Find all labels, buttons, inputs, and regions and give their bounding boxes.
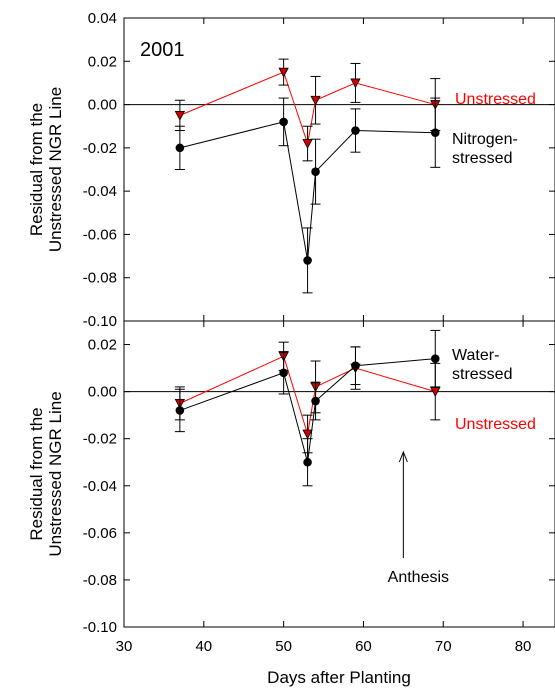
series-label: Unstressed	[455, 416, 536, 433]
y-axis-title-line: Residual from the	[27, 103, 46, 236]
y-tick-label: 0.02	[88, 53, 117, 70]
data-point	[311, 396, 320, 406]
series-line	[179, 355, 436, 435]
data-point	[303, 256, 312, 265]
x-tick-label: 80	[515, 638, 532, 655]
x-tick-label: 70	[435, 638, 452, 655]
x-tick-labels: 30 40 50 60 70 80	[116, 638, 532, 655]
data-point	[351, 126, 360, 135]
data-point	[303, 457, 312, 467]
series-1	[174, 58, 441, 162]
y-tick-label: -0.04	[83, 183, 117, 200]
anthesis-label: Anthesis	[388, 569, 449, 586]
y-tick-label: -0.06	[83, 525, 117, 542]
y-tick-label: -0.10	[83, 619, 117, 636]
y-tick-label: 0.02	[88, 337, 117, 354]
year-label: 2001	[140, 39, 185, 61]
y-tick-label: -0.04	[83, 478, 117, 495]
data-point	[351, 361, 360, 371]
series-label: Unstressed	[455, 91, 536, 108]
data-point	[302, 429, 313, 440]
data-point	[430, 128, 440, 138]
y-axis-title-line: Residual from the	[27, 407, 46, 540]
data-point	[279, 117, 288, 127]
panels: 0.04 0.02 0.00 -0.02 -0.04 -0.06 -0.08 -0.10 Res…	[27, 10, 555, 655]
panel-2: 0.02 0.00 -0.02 -0.04 -0.06 -0.08 -0.10 Residua…	[27, 320, 555, 636]
x-axis-title: Days after Planting	[267, 668, 411, 687]
y-tick-label: -0.10	[83, 313, 117, 330]
x-tick-label: 40	[195, 638, 212, 655]
y-tick-label: -0.08	[83, 572, 117, 589]
panel-1: 0.04 0.02 0.00 -0.02 -0.04 -0.06 -0.08 -0.10 Res…	[27, 10, 555, 330]
y-tick-label: -0.08	[83, 270, 117, 287]
annotations: 2001UnstressedNitrogen-stressedWater-str…	[140, 39, 536, 586]
plot-frame	[123, 17, 555, 322]
y-tick-label: -0.02	[83, 140, 117, 157]
series-label-line: Water-	[452, 347, 499, 364]
series-label-line: Nitrogen-	[452, 131, 518, 148]
series-2	[174, 97, 441, 294]
y-axis-title-line: Unstressed NGR Line	[46, 87, 65, 252]
y-axis-title: Residual from theUnstressed NGR Line	[27, 391, 65, 556]
data-point	[430, 354, 440, 363]
series-label-line: stressed	[452, 366, 512, 383]
y-axis-title: Residual from theUnstressed NGR Line	[27, 87, 65, 252]
series-label-line: stressed	[452, 150, 512, 167]
y-tick-label: -0.06	[83, 226, 117, 243]
y-tick-label: -0.02	[83, 431, 117, 448]
series-label: Water-stressed	[452, 347, 512, 383]
data-point	[311, 167, 320, 176]
x-tick-label: 30	[116, 638, 133, 655]
data-point	[279, 368, 288, 378]
data-point	[278, 67, 289, 78]
data-point	[175, 143, 185, 153]
data-point	[174, 110, 186, 121]
y-tick-label: 0.00	[88, 97, 117, 114]
series-line	[179, 358, 436, 463]
y-tick-label: 0.00	[88, 384, 117, 401]
y-axis-title-line: Unstressed NGR Line	[46, 391, 65, 556]
series-2	[174, 329, 441, 487]
x-tick-label: 50	[275, 638, 292, 655]
series-line	[179, 121, 436, 261]
y-tick-label: 0.04	[88, 10, 117, 27]
data-point	[175, 406, 185, 415]
x-tick-label: 60	[355, 638, 372, 655]
data-point	[302, 139, 313, 149]
series-label: Nitrogen-stressed	[452, 131, 518, 167]
data-point	[310, 95, 321, 106]
data-point	[430, 387, 441, 397]
series-line	[179, 71, 436, 146]
plot-frame	[123, 320, 555, 628]
data-point	[350, 78, 361, 89]
anthesis-arrow-head	[398, 450, 408, 463]
